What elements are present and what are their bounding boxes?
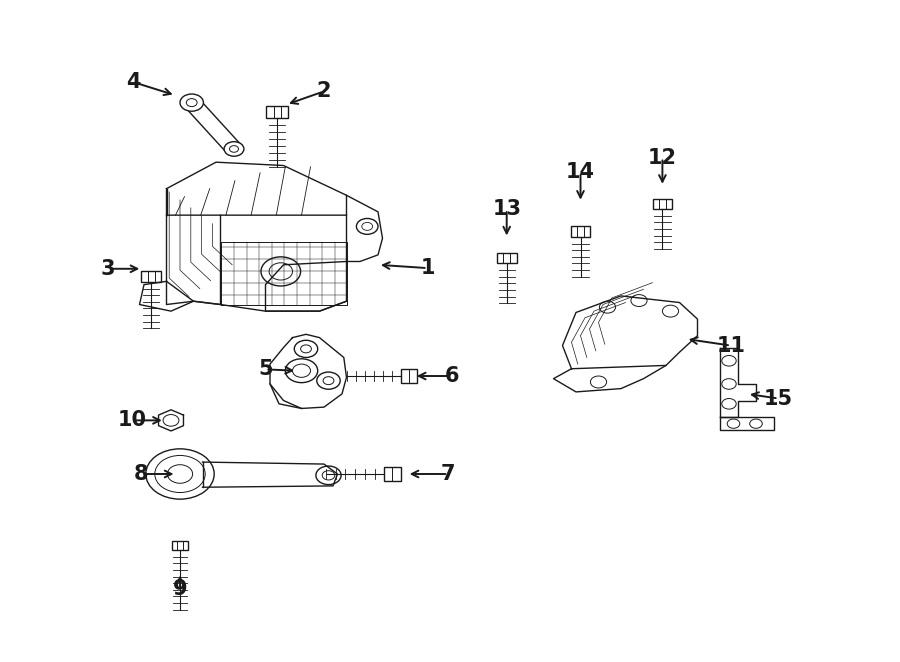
Text: 13: 13 bbox=[492, 199, 521, 219]
Text: 9: 9 bbox=[173, 579, 187, 599]
Text: 14: 14 bbox=[566, 162, 595, 182]
Text: 12: 12 bbox=[648, 148, 677, 167]
Text: 7: 7 bbox=[441, 464, 455, 484]
Text: 1: 1 bbox=[420, 258, 435, 278]
Circle shape bbox=[224, 142, 244, 156]
Circle shape bbox=[285, 359, 318, 383]
Text: 8: 8 bbox=[134, 464, 148, 484]
Text: 6: 6 bbox=[445, 366, 459, 386]
Text: 4: 4 bbox=[126, 72, 140, 92]
Text: 15: 15 bbox=[764, 389, 793, 408]
Circle shape bbox=[317, 372, 340, 389]
Text: 3: 3 bbox=[101, 259, 115, 279]
Circle shape bbox=[180, 94, 203, 111]
Circle shape bbox=[294, 340, 318, 357]
Circle shape bbox=[261, 257, 301, 286]
Text: 5: 5 bbox=[258, 359, 273, 379]
Text: 2: 2 bbox=[317, 81, 331, 101]
Circle shape bbox=[316, 466, 341, 485]
Text: 11: 11 bbox=[716, 336, 745, 355]
Text: 10: 10 bbox=[118, 410, 147, 430]
